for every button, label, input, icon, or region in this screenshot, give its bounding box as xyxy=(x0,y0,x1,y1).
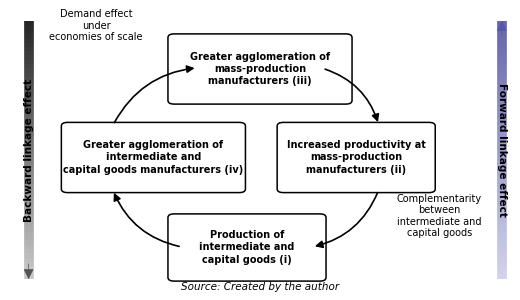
Text: Greater agglomeration of
intermediate and
capital goods manufacturers (iv): Greater agglomeration of intermediate an… xyxy=(63,140,243,175)
Text: Forward linkage effect: Forward linkage effect xyxy=(497,83,507,217)
Text: Production of
intermediate and
capital goods (i): Production of intermediate and capital g… xyxy=(199,230,295,265)
Text: Increased productivity at
mass-production
manufacturers (ii): Increased productivity at mass-productio… xyxy=(287,140,426,175)
FancyBboxPatch shape xyxy=(277,122,435,193)
Text: Greater agglomeration of
mass-production
manufacturers (iii): Greater agglomeration of mass-production… xyxy=(190,52,330,86)
Text: Backward linkage effect: Backward linkage effect xyxy=(23,78,34,222)
FancyBboxPatch shape xyxy=(168,34,352,104)
Text: Complementarity
between
intermediate and
capital goods: Complementarity between intermediate and… xyxy=(397,194,482,238)
Text: Source: Created by the author: Source: Created by the author xyxy=(181,283,339,292)
Text: Demand effect
under
economies of scale: Demand effect under economies of scale xyxy=(49,9,143,42)
FancyBboxPatch shape xyxy=(61,122,245,193)
FancyBboxPatch shape xyxy=(168,214,326,281)
